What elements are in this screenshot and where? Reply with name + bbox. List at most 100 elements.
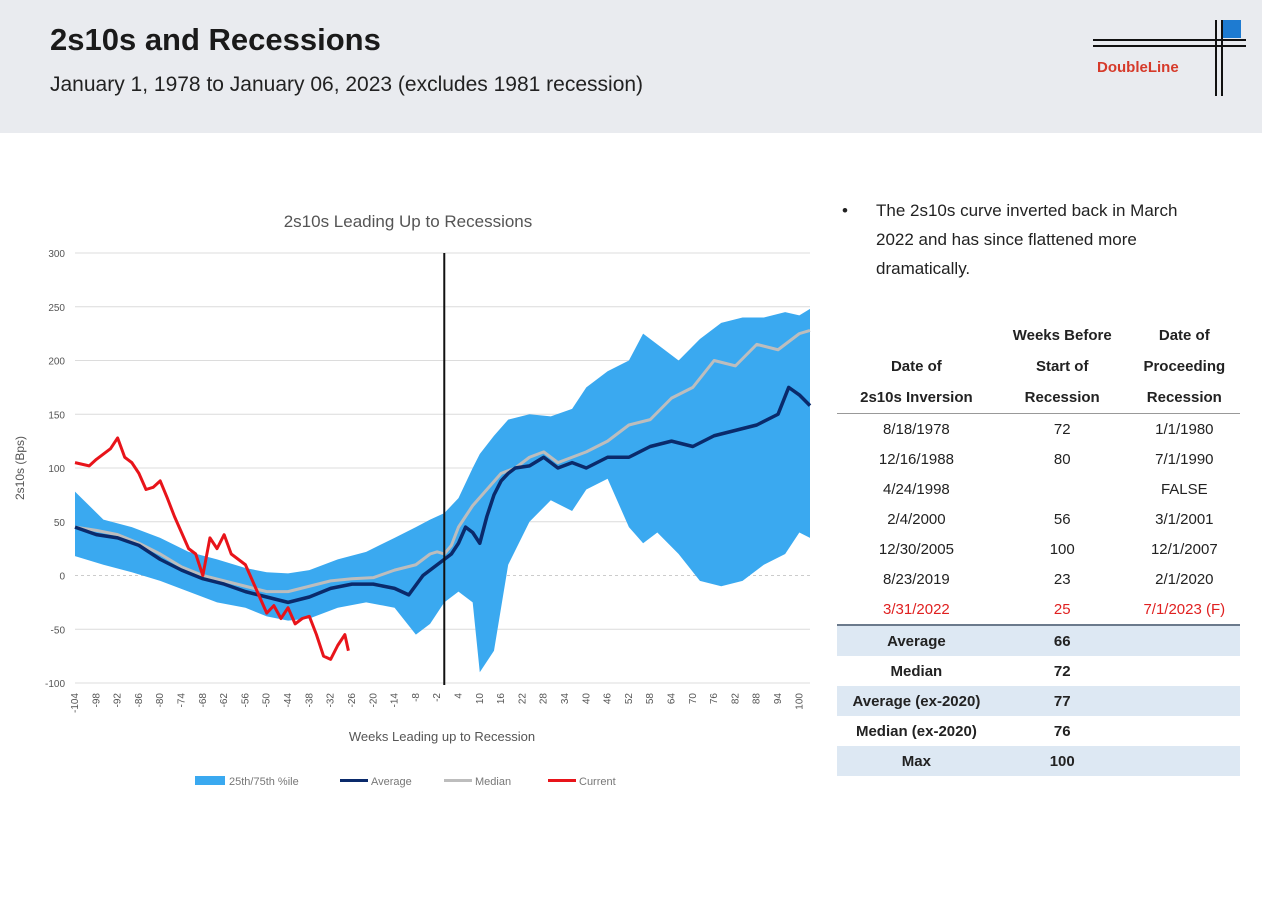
bullet-text: The 2s10s curve inverted back in March 2… bbox=[876, 201, 1178, 278]
x-tick-label: -56 bbox=[240, 693, 251, 708]
stat-empty-cell bbox=[1129, 716, 1240, 746]
stat-label: Average (ex-2020) bbox=[837, 686, 996, 716]
table-cell: 8/18/1978 bbox=[883, 420, 950, 438]
x-tick-label: -74 bbox=[177, 693, 188, 708]
table-cell: 80 bbox=[1053, 450, 1071, 468]
x-tick-label: 16 bbox=[496, 693, 507, 705]
header-recession-date: Date of Proceeding Recession bbox=[1128, 320, 1240, 414]
x-tick-label: 28 bbox=[539, 693, 550, 705]
x-tick-label: 22 bbox=[517, 693, 528, 705]
x-tick-label: -80 bbox=[155, 693, 166, 708]
x-tick-label: 82 bbox=[730, 693, 741, 705]
x-tick-label: 40 bbox=[581, 693, 592, 705]
table-cell: 23 bbox=[1053, 570, 1071, 588]
table-cell: 25 bbox=[995, 594, 1129, 626]
stat-empty-cell bbox=[1128, 746, 1240, 776]
table-cell: 2/4/2000 bbox=[887, 510, 946, 528]
x-tick-label: -2 bbox=[432, 693, 443, 702]
header-inversion-date: Date of 2s10s Inversion bbox=[837, 320, 996, 414]
page-title: 2s10s and Recessions bbox=[50, 22, 381, 57]
x-tick-label: -92 bbox=[113, 693, 124, 708]
y-tick-label: 250 bbox=[48, 303, 65, 314]
stat-value: 66 bbox=[995, 625, 1129, 656]
stat-label: Average bbox=[837, 625, 996, 656]
y-tick-label: 0 bbox=[59, 572, 65, 583]
x-axis-label: Weeks Leading up to Recession bbox=[349, 729, 535, 744]
x-tick-label: -50 bbox=[262, 693, 273, 708]
logo-text: DoubleLine bbox=[1097, 59, 1179, 76]
stat-row: Average 66 bbox=[837, 625, 1240, 656]
inversion-table: Date of 2s10s Inversion Weeks Before Start… bbox=[837, 320, 1240, 776]
x-tick-label: 88 bbox=[752, 693, 763, 705]
stat-value: 76 bbox=[1053, 722, 1071, 740]
stat-value: 100 bbox=[995, 746, 1129, 776]
stat-label: Median (ex-2020) bbox=[855, 722, 977, 740]
x-tick-label: 10 bbox=[475, 693, 486, 705]
x-tick-label: -14 bbox=[390, 693, 401, 708]
table-cell: 1/1/1980 bbox=[1155, 420, 1214, 438]
x-tick-label: 76 bbox=[709, 693, 720, 705]
y-tick-label: 300 bbox=[48, 249, 65, 260]
table-row: 2/4/2000 56 3/1/2001 bbox=[837, 504, 1240, 534]
series-line-median bbox=[74, 328, 811, 594]
stat-row: Median (ex-2020) 76 bbox=[837, 716, 1240, 746]
table-cell: 3/1/2001 bbox=[1155, 510, 1214, 528]
table-cell: 8/23/2019 bbox=[883, 570, 950, 588]
x-tick-label: 58 bbox=[645, 693, 656, 705]
table-row: 4/24/1998 FALSE bbox=[837, 474, 1240, 504]
x-tick-label: -68 bbox=[198, 693, 209, 708]
x-tick-label: -86 bbox=[134, 693, 145, 708]
header-weeks-before: Weeks Before Start of Recession bbox=[995, 320, 1129, 414]
table-cell: 12/1/2007 bbox=[1150, 540, 1218, 558]
x-tick-label: -98 bbox=[91, 693, 102, 708]
table-row: 12/16/1988 80 7/1/1990 bbox=[837, 444, 1240, 474]
x-tick-label: 64 bbox=[667, 693, 678, 705]
stat-row: Median 72 bbox=[837, 656, 1240, 686]
stat-empty-cell bbox=[1129, 656, 1240, 686]
stat-empty-cell bbox=[1128, 686, 1240, 716]
x-tick-label: -32 bbox=[326, 693, 337, 708]
x-tick-label: 34 bbox=[560, 693, 571, 705]
series-line-average bbox=[74, 385, 812, 605]
x-tick-label: -44 bbox=[283, 693, 294, 708]
stat-row: Max 100 bbox=[837, 746, 1240, 776]
y-tick-label: 50 bbox=[54, 518, 66, 529]
x-tick-label: 52 bbox=[624, 693, 635, 705]
table-cell: 72 bbox=[1053, 420, 1071, 438]
header-banner: 2s10s and Recessions January 1, 1978 to … bbox=[0, 0, 1262, 133]
stat-row: Average (ex-2020) 77 bbox=[837, 686, 1240, 716]
table-row: 8/23/2019 23 2/1/2020 bbox=[837, 564, 1240, 594]
y-tick-label: 100 bbox=[48, 464, 65, 475]
table-cell: 100 bbox=[1049, 540, 1075, 558]
chart-title: 2s10s Leading Up to Recessions bbox=[284, 212, 533, 231]
y-tick-label: 200 bbox=[48, 357, 65, 368]
legend-label: Median bbox=[475, 776, 511, 788]
x-tick-label: 4 bbox=[453, 693, 464, 699]
y-axis-label: 2s10s (Bps) bbox=[13, 436, 27, 500]
table-row: 3/31/2022 25 7/1/2023 (F) bbox=[837, 594, 1240, 626]
bullet-dot: • bbox=[842, 201, 848, 220]
x-tick-label: 94 bbox=[773, 693, 784, 705]
x-tick-label: -104 bbox=[70, 693, 81, 713]
x-tick-label: -8 bbox=[411, 693, 422, 702]
x-tick-label: 100 bbox=[794, 693, 805, 710]
stat-value: 77 bbox=[995, 686, 1129, 716]
table-cell: 3/31/2022 bbox=[837, 594, 996, 626]
table-cell: 12/16/1988 bbox=[878, 450, 954, 468]
stat-label: Median bbox=[890, 662, 943, 680]
2s10s-chart: 2s10s Leading Up to Recessions 300 250 200 1… bbox=[13, 212, 812, 788]
x-tick-label: -62 bbox=[219, 693, 230, 708]
doubleline-logo-icon bbox=[1093, 20, 1246, 96]
legend-swatch bbox=[195, 776, 225, 785]
stat-empty-cell bbox=[1128, 625, 1240, 656]
x-tick-label: -38 bbox=[304, 693, 315, 708]
y-tick-label: -100 bbox=[45, 679, 65, 690]
x-tick-label: 70 bbox=[688, 693, 699, 705]
table-cell: 12/30/2005 bbox=[878, 540, 954, 558]
table-cell: 7/1/2023 (F) bbox=[1128, 594, 1240, 626]
table-cell: 2/1/2020 bbox=[1155, 570, 1214, 588]
legend-label: Current bbox=[579, 776, 616, 788]
stat-value: 72 bbox=[1053, 662, 1071, 680]
series-line-current bbox=[74, 436, 350, 661]
percentile-band bbox=[75, 308, 810, 673]
